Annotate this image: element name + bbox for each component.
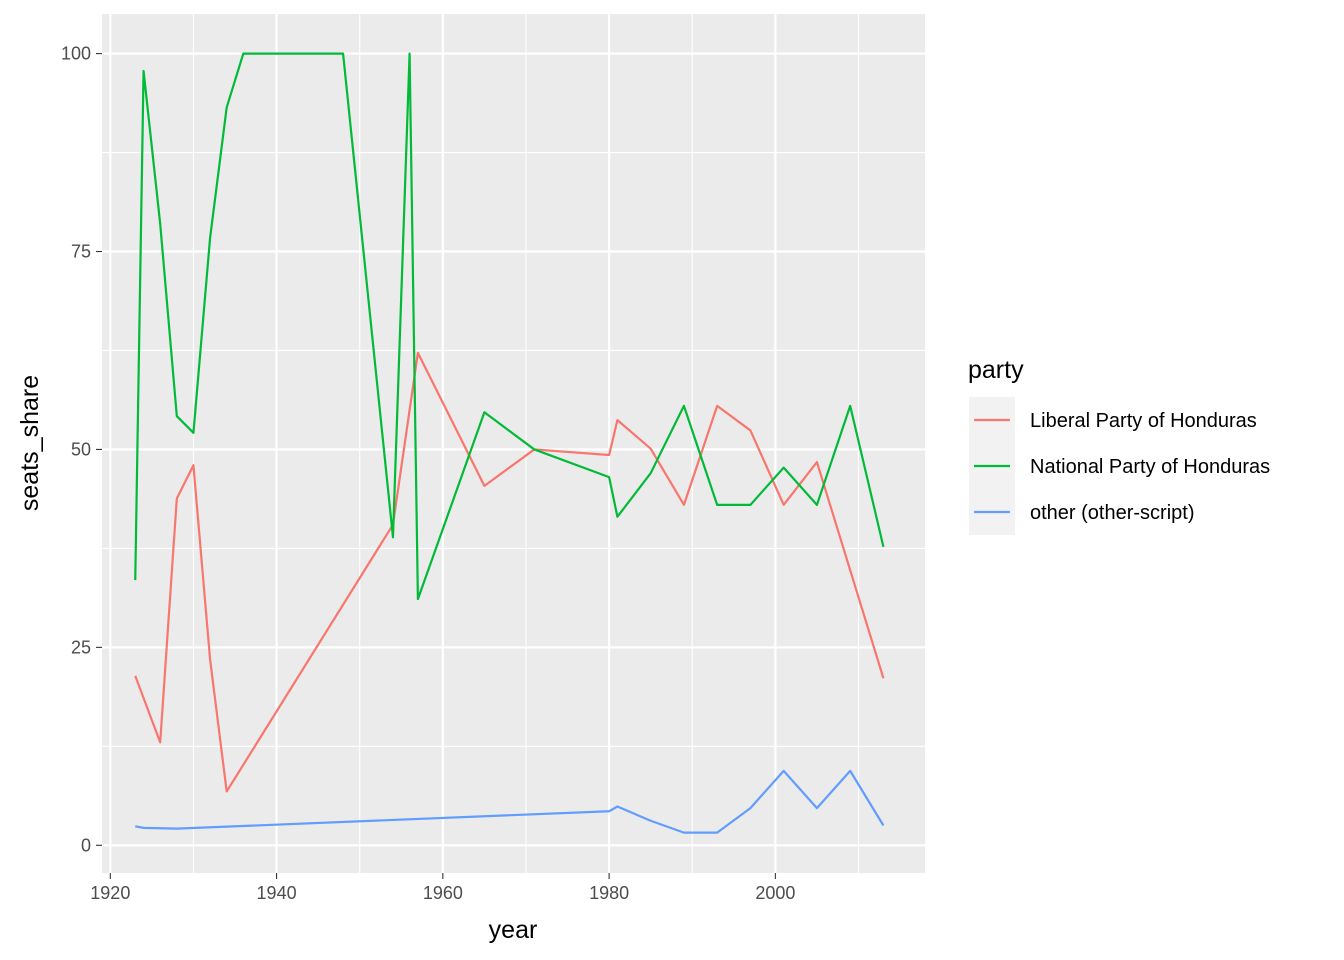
major-gridlines [102,14,925,873]
y-tick-label: 50 [71,439,91,459]
x-tick-label: 1940 [257,883,297,903]
series-line-1 [134,52,885,601]
y-axis-title: seats_share [16,375,44,511]
y-tick-label: 75 [71,242,91,262]
legend: party Liberal Party of Honduras National … [968,356,1270,535]
x-tick-label: 1980 [589,883,629,903]
series-line-2 [135,769,885,834]
x-tick-label: 1960 [423,883,463,903]
x-tick-label: 1920 [90,883,130,903]
y-axis: 0 25 50 75 100 [61,44,102,855]
y-tick-label: 0 [81,835,91,855]
y-tick-label: 25 [71,637,91,657]
legend-label: Liberal Party of Honduras [1030,410,1257,432]
series-lines [134,52,885,834]
legend-items: Liberal Party of Honduras National Party … [969,397,1270,535]
y-tick-label: 100 [61,44,91,64]
legend-label: National Party of Honduras [1030,456,1270,478]
legend-title: party [968,356,1024,384]
x-axis: 1920 1940 1960 1980 2000 [90,873,795,903]
x-tick-label: 2000 [755,883,795,903]
legend-label: other (other-script) [1030,502,1195,524]
panel-background [102,14,925,873]
x-axis-title: year [489,916,538,944]
